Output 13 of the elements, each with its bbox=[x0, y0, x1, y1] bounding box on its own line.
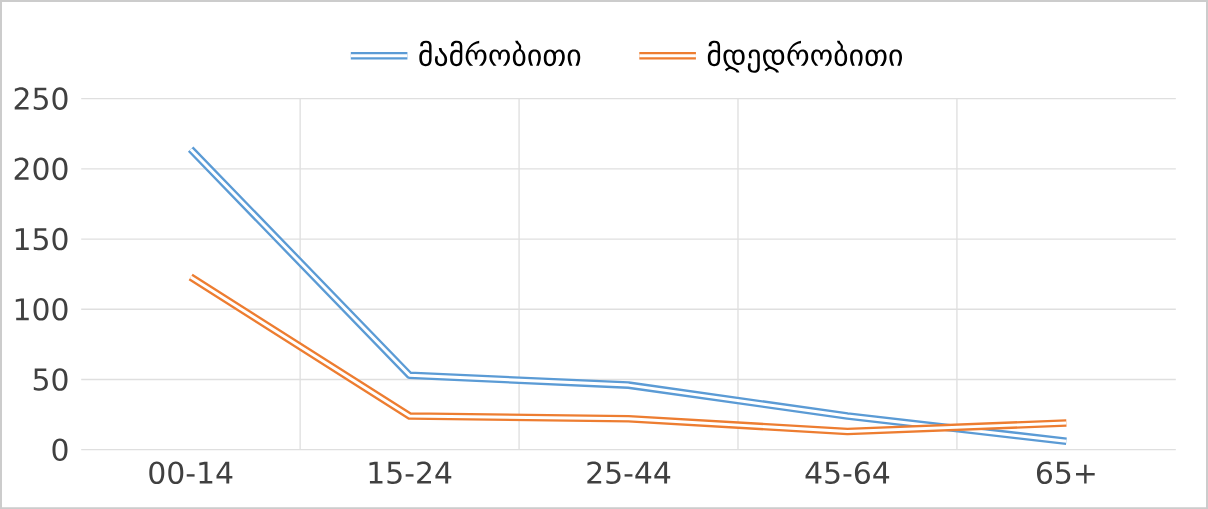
y-tick-label: 150 bbox=[15, 227, 68, 251]
x-tick-label: 00-14 bbox=[149, 461, 233, 484]
y-tick-label: 250 bbox=[14, 87, 68, 110]
y-tick-label: 200 bbox=[14, 157, 68, 181]
x-tick-label: 25-44 bbox=[587, 461, 671, 484]
x-tick-label: 45-64 bbox=[805, 461, 890, 484]
y-tick-label: 0 bbox=[52, 438, 68, 461]
legend-label: მდედრობითი bbox=[707, 40, 902, 73]
x-tick-label: 65+ bbox=[1036, 461, 1095, 484]
legend-label: მამრობითი bbox=[419, 40, 581, 67]
x-tick-label: 15-24 bbox=[369, 461, 452, 484]
y-tick-label: 100 bbox=[15, 297, 68, 321]
y-tick-label: 50 bbox=[33, 368, 68, 391]
